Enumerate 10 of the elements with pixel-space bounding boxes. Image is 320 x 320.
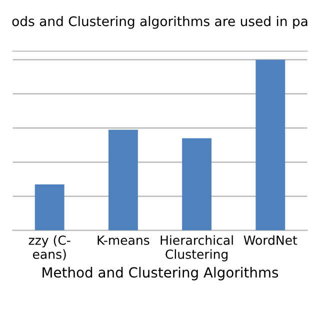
bar xyxy=(182,138,212,230)
chart-title: ods and Clustering algorithms are used in pa xyxy=(12,16,308,29)
x-tick-label: zzy (C- eans) xyxy=(28,235,70,260)
bar xyxy=(256,60,286,230)
x-axis-title: Method and Clustering Algorithms xyxy=(42,266,278,280)
x-tick-label: K-means xyxy=(98,236,150,245)
bar xyxy=(34,184,64,230)
x-tick-label: Hierarchical Clustering xyxy=(160,235,233,262)
bar xyxy=(108,130,138,230)
x-tick-label: WordNet xyxy=(244,235,298,245)
